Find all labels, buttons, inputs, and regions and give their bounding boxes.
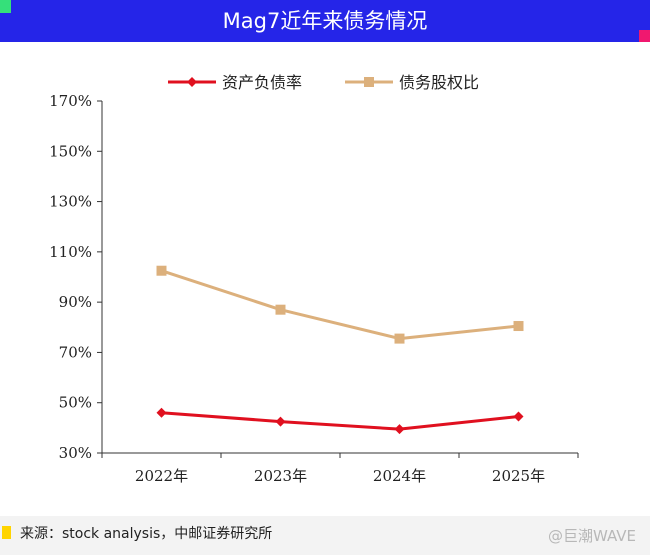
- y-tick-label: 70%: [59, 343, 92, 361]
- data-point: [513, 321, 524, 332]
- legend-label: 债务股权比: [399, 73, 479, 92]
- page-title: Mag7近年来债务情况: [222, 9, 428, 33]
- data-point: [275, 304, 286, 315]
- legend-marker: [187, 77, 197, 87]
- data-point: [513, 411, 524, 422]
- series-line-2: [160, 269, 520, 341]
- line-chart: 30% 50% 70% 90% 110% 130% 150% 170% 2022年 2023年 20…: [49, 73, 579, 485]
- data-point: [156, 265, 167, 276]
- watermark: @巨潮WAVE: [548, 516, 636, 555]
- chart-area: 30% 50% 70% 90% 110% 130% 150% 170% 2022年 2023年 20…: [0, 42, 650, 512]
- data-point: [156, 407, 167, 418]
- legend-marker: [364, 77, 374, 87]
- x-tick-label: 2023年: [254, 467, 307, 485]
- y-tick-label: 170%: [49, 92, 92, 110]
- y-tick-label: 110%: [49, 243, 92, 261]
- x-tick-label: 2024年: [373, 467, 426, 485]
- y-tick-label: 50%: [59, 394, 92, 412]
- data-point: [394, 333, 405, 344]
- corner-accent-green: [0, 0, 11, 13]
- y-tick-label: 90%: [59, 293, 92, 311]
- legend-label: 资产负债率: [222, 73, 302, 92]
- watermark-text: @巨潮WAVE: [547, 526, 636, 545]
- source-note: 来源：stock analysis，中邮证券研究所: [20, 526, 273, 542]
- footer-mark: [2, 526, 11, 539]
- y-tick-label: 130%: [49, 193, 92, 211]
- y-tick-label: 150%: [49, 142, 92, 160]
- x-tick-label: 2022年: [135, 467, 188, 485]
- title-bar: [0, 0, 650, 42]
- data-point: [394, 424, 405, 435]
- footer-bar: 来源：stock analysis，中邮证券研究所 @巨潮WAVE: [0, 516, 650, 555]
- corner-accent-pink: [639, 30, 650, 42]
- series-line-1: [160, 411, 520, 431]
- y-tick-label: 30%: [59, 444, 92, 462]
- data-point: [275, 416, 286, 427]
- x-tick-label: 2025年: [492, 467, 545, 485]
